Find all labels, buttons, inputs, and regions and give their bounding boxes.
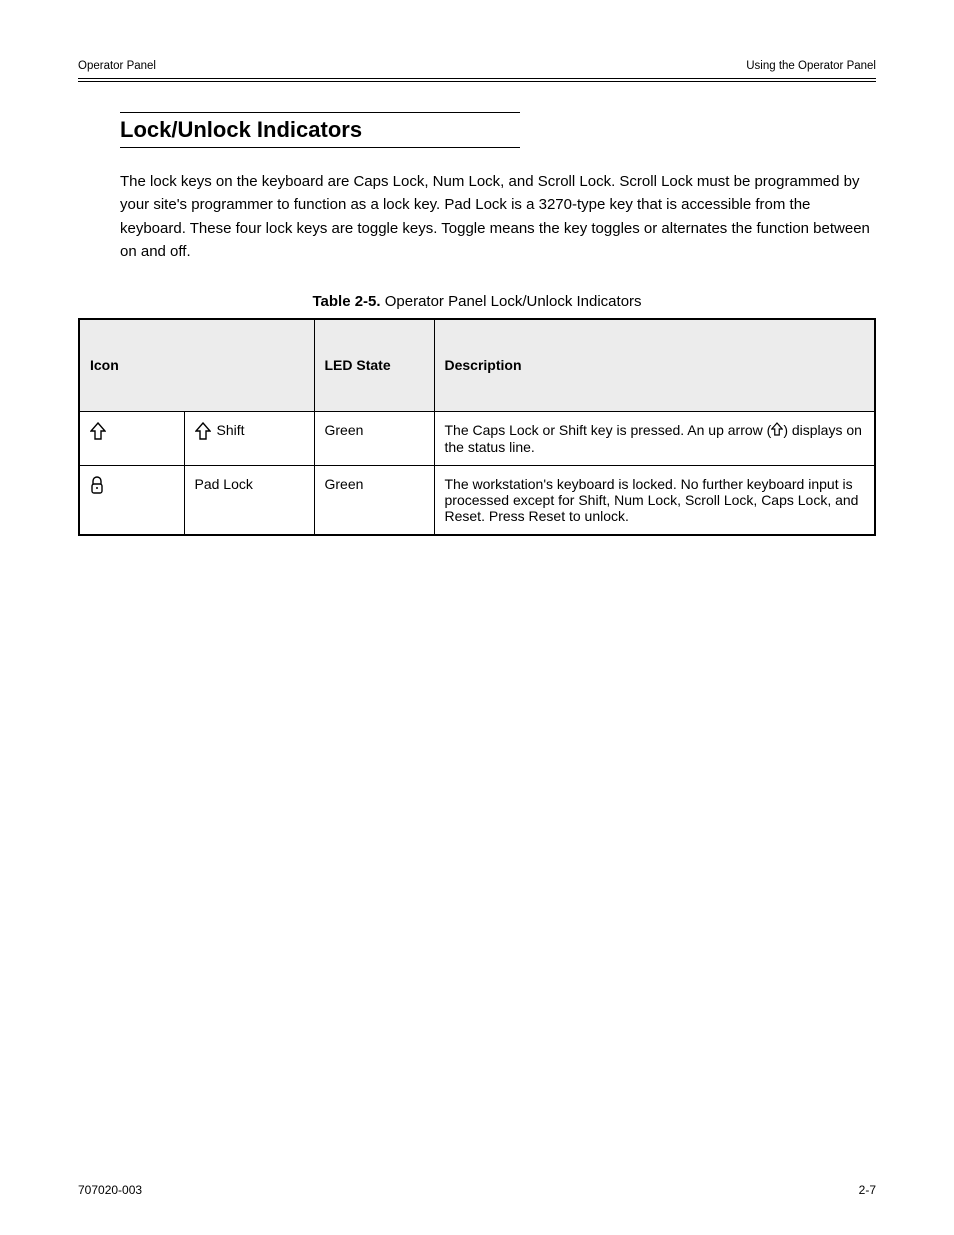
cell-name: Pad Lock <box>184 465 314 535</box>
padlock-icon <box>90 478 104 498</box>
section-rule-top <box>120 112 520 113</box>
footer-right: 2-7 <box>859 1183 876 1197</box>
page-footer: 707020-003 2-7 <box>78 1183 876 1197</box>
desc-pre: The Caps Lock or Shift key is pressed. A… <box>445 422 772 438</box>
table-row: Shift Green The Caps Lock or Shift key i… <box>79 411 875 465</box>
col-header-led-line1: LED State <box>325 357 391 373</box>
col-header-desc: Description <box>434 319 875 411</box>
table-caption-text: Operator Panel Lock/Unlock Indicators <box>385 293 642 310</box>
cell-name-text: Pad Lock <box>195 476 253 492</box>
shift-icon <box>771 423 783 439</box>
desc-pre: The workstation's keyboard is locked. No… <box>445 476 859 524</box>
cell-desc: The Caps Lock or Shift key is pressed. A… <box>434 411 875 465</box>
header-divider <box>78 78 876 82</box>
shift-icon <box>90 424 106 444</box>
shift-icon <box>195 422 211 443</box>
table-caption-label: Table 2-5. <box>312 293 380 310</box>
intro-paragraph: The lock keys on the keyboard are Caps L… <box>120 170 876 263</box>
cell-name-text: Shift <box>217 422 304 438</box>
footer-left: 707020-003 <box>78 1183 142 1197</box>
cell-name: Shift <box>184 411 314 465</box>
lock-indicators-table: Icon LED State Description <box>78 318 876 536</box>
running-header: Operator Panel Using the Operator Panel <box>78 60 876 72</box>
cell-icon <box>79 411 184 465</box>
cell-icon <box>79 465 184 535</box>
cell-desc: The workstation's keyboard is locked. No… <box>434 465 875 535</box>
col-header-icon: Icon <box>79 319 314 411</box>
col-header-led: LED State <box>314 319 434 411</box>
cell-led: Green <box>314 411 434 465</box>
section-rule-bottom <box>120 147 520 148</box>
cell-led: Green <box>314 465 434 535</box>
section-title: Lock/Unlock Indicators <box>120 117 520 143</box>
table-caption: Table 2-5. Operator Panel Lock/Unlock In… <box>78 293 876 310</box>
section-heading-block: Lock/Unlock Indicators <box>120 112 520 148</box>
table-header-row: Icon LED State Description <box>79 319 875 411</box>
header-right: Using the Operator Panel <box>746 60 876 72</box>
table-row: Pad Lock Green The workstation's keyboar… <box>79 465 875 535</box>
header-left: Operator Panel <box>78 60 156 72</box>
